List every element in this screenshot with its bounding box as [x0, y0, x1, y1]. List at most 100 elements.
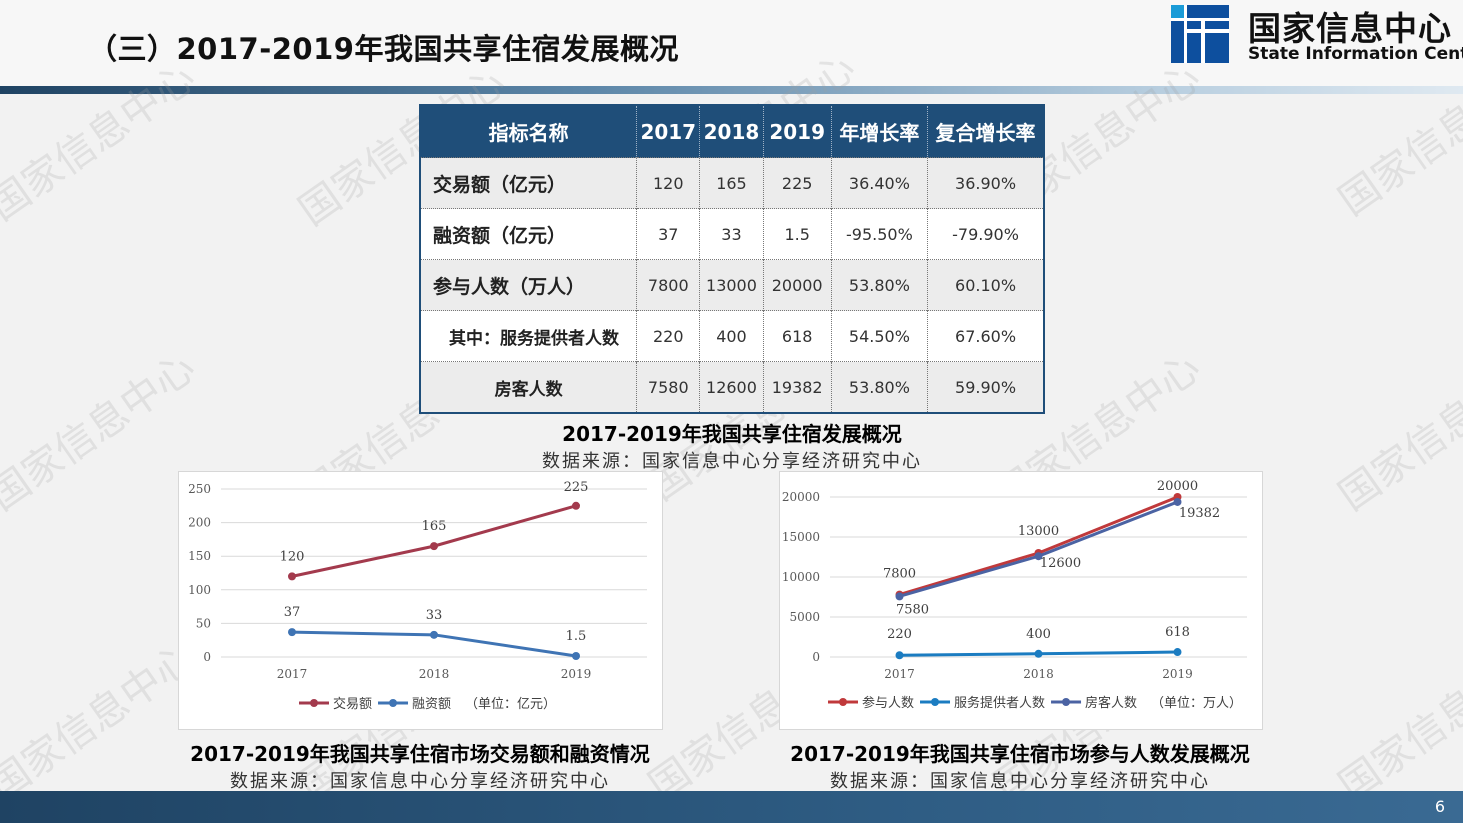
legend-label: 融资额 [412, 697, 451, 712]
data-label: 1.5 [566, 629, 587, 644]
data-label: 618 [1165, 625, 1190, 640]
overview-table: 指标名称 2017 2018 2019 年增长率 复合增长率 交易额（亿元） 1… [419, 104, 1045, 414]
cell-value: 33 [699, 208, 764, 260]
data-label: 19382 [1179, 506, 1220, 521]
data-point [430, 542, 438, 551]
cell-value: -95.50% [831, 208, 929, 260]
x-tick-label: 2018 [419, 667, 450, 681]
y-tick-label: 10000 [782, 570, 820, 584]
x-tick-label: 2018 [1023, 667, 1054, 681]
cell-value: 36.40% [831, 157, 929, 209]
legend-label: 服务提供者人数 [954, 695, 1045, 711]
data-point [895, 592, 904, 601]
footer-bar: 6 [0, 791, 1463, 823]
y-tick-label: 0 [812, 650, 820, 664]
cell-value: 53.80% [831, 361, 929, 413]
data-label: 165 [422, 519, 447, 534]
header-divider [0, 86, 1463, 94]
watermark: 国家信息中心 [0, 344, 204, 520]
chart-left-caption-block: 2017-2019年我国共享住宿市场交易额和融资情况 数据来源：国家信息中心分享… [120, 738, 720, 793]
cell-value: 36.90% [927, 157, 1045, 209]
y-tick-label: 200 [188, 516, 211, 530]
legend-marker [1062, 698, 1071, 706]
data-label: 225 [564, 480, 589, 495]
table-row: 参与人数（万人） 7800 13000 20000 53.80% 60.10% [420, 259, 1045, 311]
cell-value: 1.5 [763, 208, 832, 260]
y-tick-label: 0 [203, 650, 211, 664]
y-tick-label: 15000 [782, 530, 820, 544]
data-label: 20000 [1157, 479, 1198, 494]
data-label: 7800 [883, 567, 916, 582]
cell-value: 12600 [699, 361, 764, 413]
table-caption: 2017-2019年我国共享住宿发展概况 [562, 422, 902, 446]
table-row: 融资额（亿元） 37 33 1.5 -95.50% -79.90% [420, 208, 1045, 260]
x-tick-label: 2017 [277, 667, 308, 681]
logo-text-en: State Information Center [1248, 44, 1463, 64]
table-header: 2019 [763, 105, 832, 158]
logo-text-cn: 国家信息中心 [1248, 9, 1452, 48]
legend-marker [931, 698, 940, 706]
cell-value: 7800 [636, 259, 701, 311]
data-label: 120 [280, 549, 305, 564]
table-header: 指标名称 [420, 105, 638, 158]
cell-value: 7580 [636, 361, 701, 413]
data-label: 400 [1026, 627, 1051, 642]
legend-label: 参与人数 [862, 695, 914, 711]
data-point [1173, 497, 1182, 506]
cell-value: 54.50% [831, 310, 929, 362]
data-point [288, 572, 296, 581]
chart-left-caption: 2017-2019年我国共享住宿市场交易额和融资情况 [190, 742, 650, 766]
cell-value: 165 [699, 157, 764, 209]
y-tick-label: 100 [188, 583, 211, 597]
watermark: 国家信息中心 [1330, 634, 1463, 810]
cell-value: 220 [636, 310, 701, 362]
table-header: 2017 [636, 105, 701, 158]
data-label: 12600 [1040, 556, 1081, 571]
y-tick-label: 5000 [789, 610, 820, 624]
x-tick-label: 2019 [561, 667, 592, 681]
page-title: （三）2017-2019年我国共享住宿发展概况 [88, 32, 679, 66]
table-source: 数据来源：国家信息中心分享经济研究中心 [542, 451, 922, 472]
data-point [430, 630, 438, 639]
row-label: 房客人数 [420, 361, 638, 413]
data-label: 7580 [896, 602, 929, 617]
cell-value: 53.80% [831, 259, 929, 311]
x-tick-label: 2019 [1162, 667, 1193, 681]
y-tick-label: 150 [188, 549, 211, 563]
cell-value: 400 [699, 310, 764, 362]
table-header: 2018 [699, 105, 764, 158]
y-tick-label: 20000 [782, 490, 820, 504]
row-label: 参与人数（万人） [420, 259, 638, 311]
legend-marker [389, 699, 398, 707]
chart-right-box: 0 5000 10000 15000 20000 2017 2018 2019 7800 1300… [779, 471, 1263, 730]
data-point [572, 501, 580, 510]
table-header-row: 指标名称 2017 2018 2019 年增长率 复合增长率 [420, 105, 1044, 158]
x-tick-label: 2017 [884, 667, 915, 681]
transaction-financing-chart: 0 50 100 150 200 250 2017 2018 2019 120 165 225 37 33… [188, 480, 647, 712]
cell-value: 618 [763, 310, 832, 362]
chart-left-source: 数据来源：国家信息中心分享经济研究中心 [230, 771, 610, 792]
cell-value: 13000 [699, 259, 764, 311]
data-label: 13000 [1018, 524, 1059, 539]
data-label: 220 [887, 627, 912, 642]
table-row: 其中：服务提供者人数 220 400 618 54.50% 67.60% [420, 310, 1045, 362]
y-tick-label: 50 [196, 616, 211, 630]
y-tick-label: 250 [188, 482, 211, 496]
table-caption-block: 2017-2019年我国共享住宿发展概况 数据来源：国家信息中心分享经济研究中心 [419, 418, 1045, 473]
legend-unit: （单位：亿元） [465, 697, 556, 712]
watermark: 国家信息中心 [1330, 344, 1463, 520]
chart-right-caption: 2017-2019年我国共享住宿市场参与人数发展概况 [790, 742, 1250, 766]
chart-right-caption-block: 2017-2019年我国共享住宿市场参与人数发展概况 数据来源：国家信息中心分享… [720, 738, 1320, 793]
legend-label: 交易额 [333, 696, 372, 712]
data-point [1034, 552, 1043, 561]
cell-value: 67.60% [927, 310, 1045, 362]
data-point [895, 651, 904, 660]
row-label: 融资额（亿元） [420, 208, 638, 260]
legend-marker [310, 699, 318, 707]
page-number: 6 [1434, 797, 1445, 816]
data-point [288, 628, 296, 637]
cell-value: 37 [636, 208, 701, 260]
cell-value: 19382 [763, 361, 832, 413]
chart-left-box: 0 50 100 150 200 250 2017 2018 2019 120 165 225 37 33… [178, 471, 663, 730]
table-header: 年增长率 [831, 105, 929, 158]
